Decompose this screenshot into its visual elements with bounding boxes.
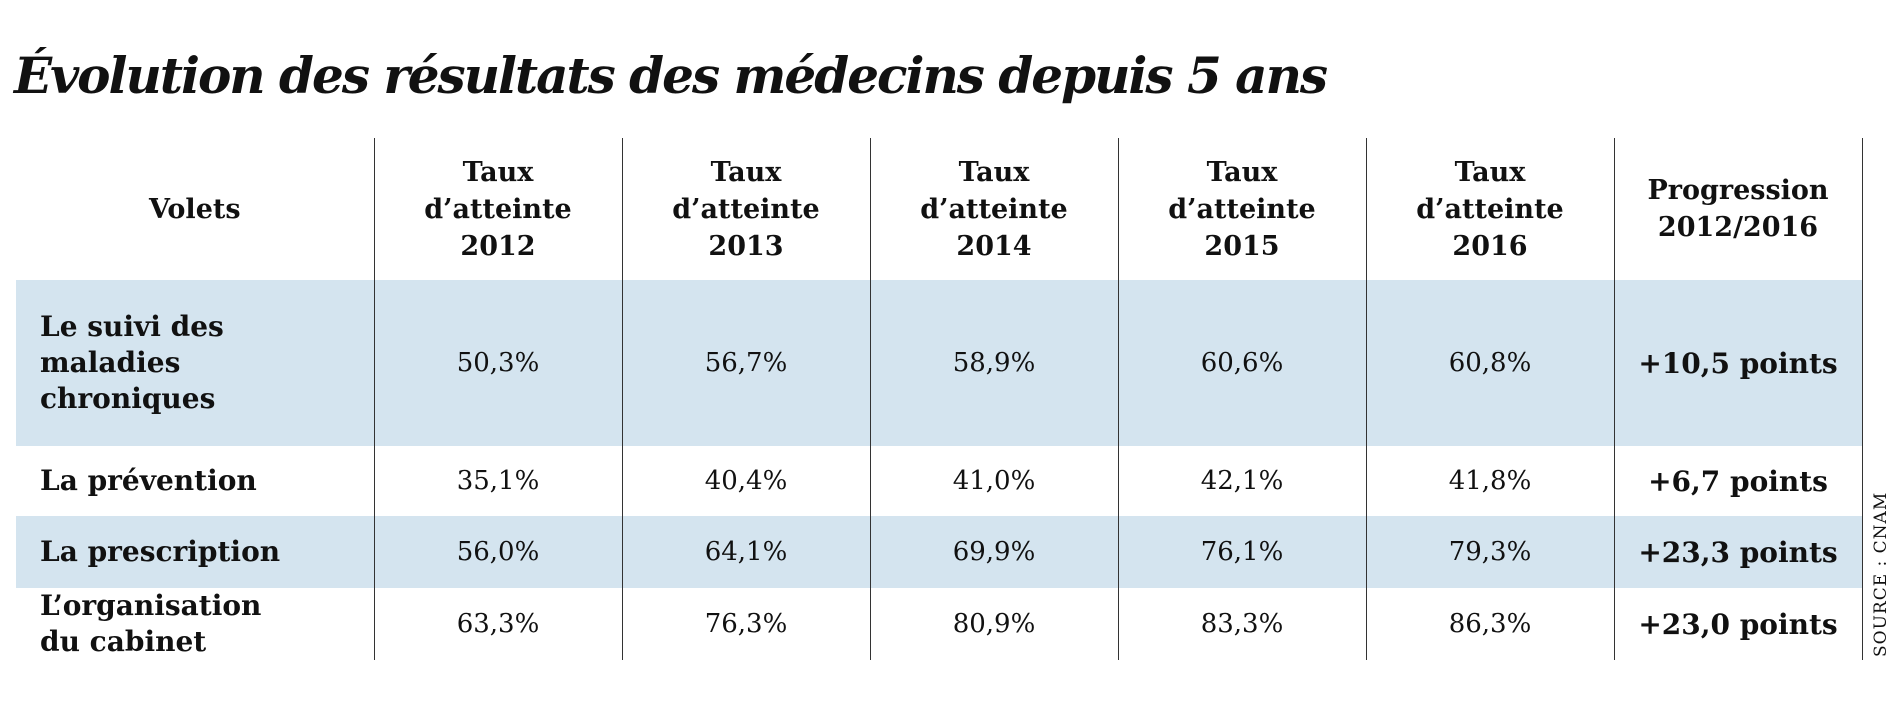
row-label-line: chroniques — [40, 382, 216, 415]
value-cell-2013: 40,4% — [621, 446, 870, 516]
header-cell-2012: Taux d’atteinte 2012 — [373, 138, 622, 280]
value-cell-2012: 56,0% — [373, 516, 622, 588]
header-line: 2012 — [460, 230, 536, 262]
progression-cell: +10,5 points — [1613, 280, 1863, 446]
value-cell-2013: 56,7% — [621, 280, 870, 446]
header-row: Volets Taux d’atteinte 2012 Taux d’attei… — [16, 138, 1863, 280]
header-cell-progression: Progression 2012/2016 — [1613, 138, 1863, 280]
value-cell-2014: 80,9% — [869, 588, 1118, 660]
row-label: L’organisation du cabinet — [16, 588, 374, 660]
table-row-prevention: La prévention 35,1% 40,4% 41,0% 42,1% 41… — [16, 446, 1863, 516]
row-label: Le suivi des maladies chroniques — [16, 280, 374, 446]
header-line: Taux — [462, 156, 534, 188]
value-cell-2012: 35,1% — [373, 446, 622, 516]
value-cell-2014: 41,0% — [869, 446, 1118, 516]
header-line: 2014 — [956, 230, 1032, 262]
header-line: d’atteinte — [1168, 193, 1316, 225]
header-cell-2014: Taux d’atteinte 2014 — [869, 138, 1118, 280]
value-cell-2016: 41,8% — [1365, 446, 1614, 516]
row-label-line: L’organisation — [40, 589, 262, 622]
header-line: Taux — [1206, 156, 1278, 188]
row-label-line: Le suivi des maladies — [40, 310, 224, 379]
header-cell-2016: Taux d’atteinte 2016 — [1365, 138, 1614, 280]
header-line: Progression — [1647, 175, 1829, 206]
header-line: 2015 — [1204, 230, 1280, 262]
value-cell-2014: 58,9% — [869, 280, 1118, 446]
progression-cell: +23,0 points — [1613, 588, 1863, 660]
header-cell-2015: Taux d’atteinte 2015 — [1117, 138, 1366, 280]
value-cell-2014: 69,9% — [869, 516, 1118, 588]
header-line: d’atteinte — [672, 193, 820, 225]
header-line: Volets — [148, 193, 241, 225]
header-line: 2013 — [708, 230, 784, 262]
chart-title: Évolution des résultats des médecins dep… — [14, 46, 1328, 105]
header-line: d’atteinte — [920, 193, 1068, 225]
value-cell-2012: 50,3% — [373, 280, 622, 446]
header-cell-2013: Taux d’atteinte 2013 — [621, 138, 870, 280]
source-note: SOURCE : CNAM — [1871, 491, 1891, 657]
table-row-organisation-cabinet: L’organisation du cabinet 63,3% 76,3% 80… — [16, 588, 1863, 660]
value-cell-2015: 60,6% — [1117, 280, 1366, 446]
header-line: Taux — [1454, 156, 1526, 188]
header-cell-volets: Volets — [16, 138, 374, 280]
header-line: d’atteinte — [1416, 193, 1564, 225]
header-line: 2016 — [1452, 230, 1528, 262]
value-cell-2015: 83,3% — [1117, 588, 1366, 660]
value-cell-2016: 86,3% — [1365, 588, 1614, 660]
value-cell-2016: 79,3% — [1365, 516, 1614, 588]
value-cell-2012: 63,3% — [373, 588, 622, 660]
value-cell-2016: 60,8% — [1365, 280, 1614, 446]
header-line: Taux — [958, 156, 1030, 188]
data-table: Volets Taux d’atteinte 2012 Taux d’attei… — [16, 138, 1863, 660]
row-label: La prescription — [16, 516, 374, 588]
value-cell-2015: 42,1% — [1117, 446, 1366, 516]
table-row-suivi-maladies-chroniques: Le suivi des maladies chroniques 50,3% 5… — [16, 280, 1863, 446]
header-line: d’atteinte — [424, 193, 572, 225]
progression-cell: +6,7 points — [1613, 446, 1863, 516]
header-line: 2012/2016 — [1657, 212, 1819, 243]
value-cell-2013: 76,3% — [621, 588, 870, 660]
row-label-line: du cabinet — [40, 625, 207, 658]
table-row-prescription: La prescription 56,0% 64,1% 69,9% 76,1% … — [16, 516, 1863, 588]
row-label-line: La prévention — [40, 464, 257, 497]
progression-cell: +23,3 points — [1613, 516, 1863, 588]
value-cell-2015: 76,1% — [1117, 516, 1366, 588]
data-table-container: Volets Taux d’atteinte 2012 Taux d’attei… — [16, 138, 1863, 660]
row-label: La prévention — [16, 446, 374, 516]
value-cell-2013: 64,1% — [621, 516, 870, 588]
row-label-line: La prescription — [40, 535, 281, 568]
header-line: Taux — [710, 156, 782, 188]
